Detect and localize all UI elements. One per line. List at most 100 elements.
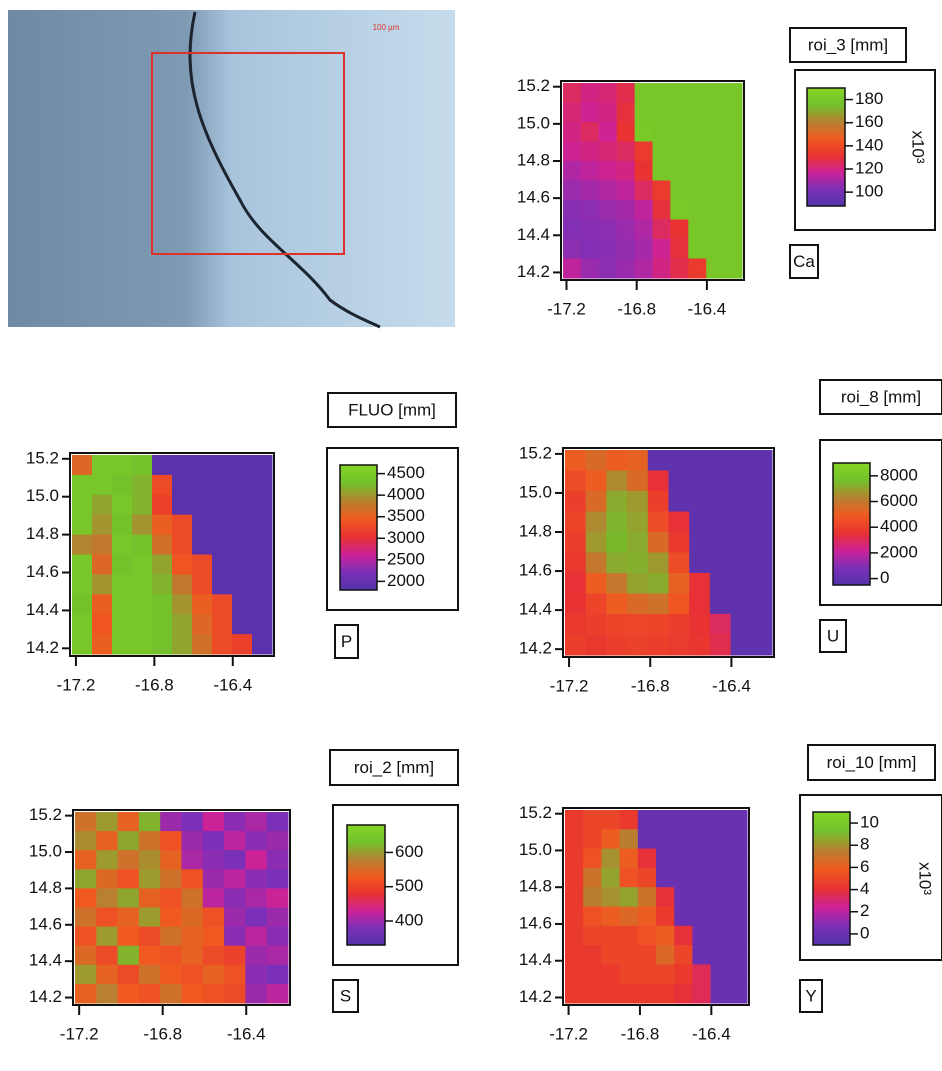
heat-cell xyxy=(688,219,707,240)
heat-cell xyxy=(224,888,246,908)
heat-cell xyxy=(670,83,689,103)
heat-cell xyxy=(583,945,602,965)
colorbar-step xyxy=(340,536,377,541)
heat-cell xyxy=(616,180,636,201)
heat-cell xyxy=(152,634,173,655)
heat-cell xyxy=(112,554,133,575)
heat-cell xyxy=(232,455,253,476)
heat-cell xyxy=(710,925,730,946)
heat-cell xyxy=(565,887,584,907)
colorbar-step xyxy=(833,572,870,577)
heat-cell xyxy=(565,906,584,927)
heat-cell xyxy=(132,614,153,635)
heat-cell xyxy=(160,888,182,908)
heat-cell xyxy=(212,574,233,595)
map-title-box xyxy=(807,744,936,781)
heat-cell xyxy=(652,239,671,259)
colorbar-step xyxy=(340,561,377,566)
colorbar-step xyxy=(347,867,385,871)
heat-cell xyxy=(160,964,182,985)
heat-cell xyxy=(674,848,693,869)
heat-cell xyxy=(565,829,584,850)
heat-cell xyxy=(132,554,153,575)
colorbar-step xyxy=(340,499,377,503)
heat-cell xyxy=(670,180,689,201)
heat-cell xyxy=(181,888,204,908)
heat-cell xyxy=(266,888,289,908)
heat-cell xyxy=(647,634,669,656)
heat-cell xyxy=(616,122,636,142)
heat-cell xyxy=(72,474,93,496)
heat-cell xyxy=(117,983,140,1004)
heat-cell xyxy=(160,983,182,1004)
heat-cell xyxy=(710,848,730,869)
colorbar-step xyxy=(807,135,845,139)
heat-cell xyxy=(224,983,246,1004)
heat-cell xyxy=(160,831,182,851)
heat-cell xyxy=(75,983,97,1004)
heat-cell xyxy=(689,573,711,594)
x-tick-label: -17.2 xyxy=(57,675,96,694)
heat-cell xyxy=(668,573,690,594)
heat-cell xyxy=(224,945,246,966)
colorbar-step xyxy=(833,581,870,586)
y-tick-label: 15.2 xyxy=(519,803,552,822)
colorbar-step xyxy=(813,812,850,816)
colorbar-step xyxy=(813,928,850,933)
colorbar-step xyxy=(807,90,845,95)
colorbar-step xyxy=(340,552,377,557)
heat-cell xyxy=(634,141,653,162)
colorbar-step xyxy=(347,876,385,880)
heat-cell xyxy=(606,593,628,615)
heat-cell xyxy=(266,850,289,870)
heat-cell xyxy=(709,491,732,512)
heat-cell xyxy=(152,614,173,635)
heat-cell xyxy=(619,867,639,888)
heat-cell xyxy=(706,180,725,201)
heat-cell xyxy=(668,450,690,471)
colorbar-step xyxy=(813,845,850,850)
heat-cell xyxy=(117,812,140,832)
heat-cell xyxy=(112,574,133,595)
colorbar-step xyxy=(807,158,845,163)
heat-cell xyxy=(601,925,621,946)
heat-cell xyxy=(563,161,582,181)
heat-cell xyxy=(152,514,173,536)
plot-frame xyxy=(562,807,750,1006)
heat-cell xyxy=(627,593,649,615)
heat-cell xyxy=(583,925,602,946)
heat-cell xyxy=(585,470,607,492)
heat-cell xyxy=(656,829,675,850)
heat-cell xyxy=(224,869,246,889)
heat-cell xyxy=(601,945,621,965)
colorbar-step xyxy=(807,173,845,177)
colorbar-step xyxy=(807,111,845,116)
heat-cell xyxy=(565,634,587,656)
heat-cell xyxy=(634,102,653,123)
colorbar-step xyxy=(833,469,870,473)
y-tick-label: 14.6 xyxy=(517,188,550,207)
heat-cell xyxy=(709,511,732,533)
heat-cell xyxy=(634,122,653,142)
heat-cell xyxy=(728,925,748,946)
heat-cell xyxy=(112,474,133,496)
colorbar-step xyxy=(833,533,870,537)
x-tick-label: -17.2 xyxy=(549,1024,588,1043)
colorbar-step xyxy=(340,486,377,491)
colorbar-step xyxy=(340,527,377,532)
colorbar-step xyxy=(807,117,845,121)
heat-cell xyxy=(92,614,113,635)
heat-cell xyxy=(192,474,213,496)
colorbar-step xyxy=(833,511,870,516)
heat-cell xyxy=(585,552,607,574)
heat-cell xyxy=(202,926,225,947)
y-tick-label: 14.2 xyxy=(26,638,59,657)
colorbar-step xyxy=(833,575,870,580)
colorbar-step xyxy=(807,182,845,186)
heat-cell xyxy=(72,534,93,555)
y-tick-label: 14.2 xyxy=(519,639,552,658)
heat-cell xyxy=(138,850,161,870)
colorbar-tick-label: 4000 xyxy=(387,485,425,504)
y-tick-label: 15.0 xyxy=(519,482,552,501)
colorbar-step xyxy=(813,895,850,899)
